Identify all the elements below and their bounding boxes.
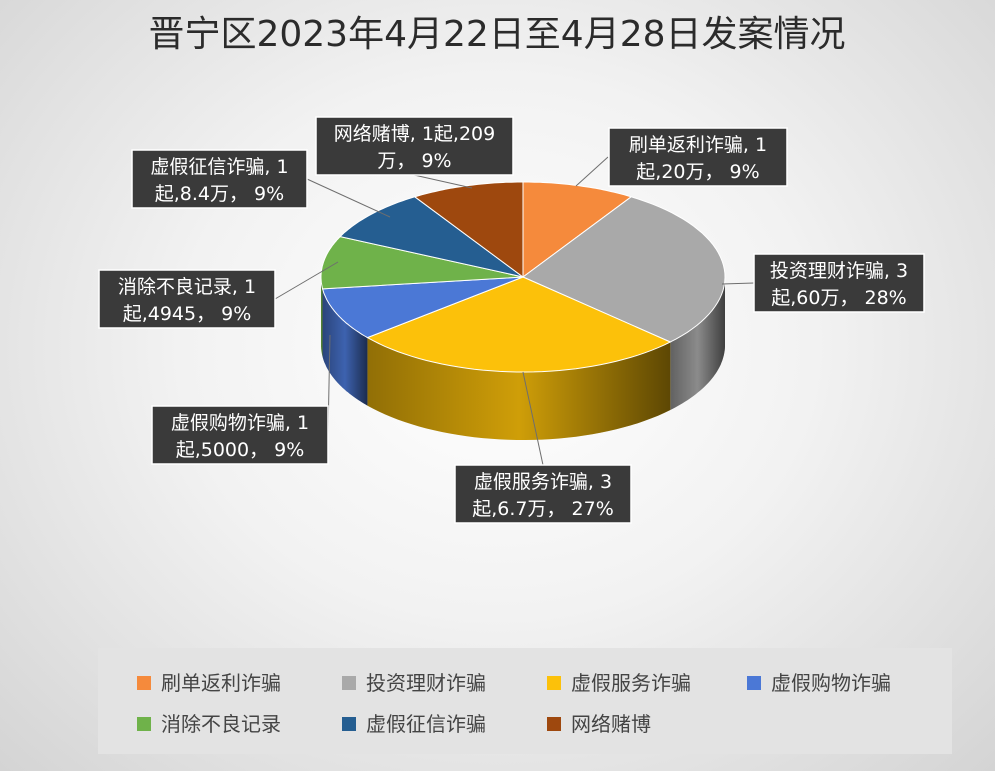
legend-background [98, 648, 952, 754]
data-label-box-6 [131, 149, 308, 209]
legend-label: 虚假服务诈骗 [571, 671, 691, 695]
leader-line-1 [575, 156, 609, 187]
legend-item-7: 网络赌博 [547, 712, 651, 736]
pie-side-shade-5 [321, 277, 323, 357]
pie-side-shade-2 [670, 277, 725, 410]
pie-slice-4 [321, 276, 524, 339]
data-labels: 刷单返利诈骗, 1 起,20万， 9% 投资理财诈骗, 3 起,60万， 28% 虚假服… [98, 116, 925, 524]
pie-side-walls [321, 277, 725, 440]
data-label-4: 虚假购物诈骗, 1 起,5000， 9% [151, 405, 329, 465]
data-label-1: 刷单返利诈骗, 1 起,20万， 9% [608, 127, 788, 187]
pie-slice-3 [366, 276, 672, 373]
data-label-box-2 [753, 253, 925, 313]
leader-line-7 [413, 174, 473, 189]
pie-slice-6 [339, 196, 524, 278]
leader-line-2 [721, 282, 755, 285]
legend-swatch [137, 717, 151, 731]
legend-label: 刷单返利诈骗 [161, 671, 281, 695]
data-label-box-1 [608, 127, 788, 187]
pie-slice-5 [320, 236, 524, 290]
data-label-line: 万， 9% [377, 150, 451, 172]
pie-side-shade-4 [322, 288, 368, 406]
pie-top-faces [320, 181, 726, 373]
legend-swatch [747, 676, 761, 690]
legend-item-2: 投资理财诈骗 [342, 671, 486, 695]
legend-item-5: 消除不良记录 [137, 712, 281, 736]
data-label-line: 刷单返利诈骗, 1 [629, 134, 767, 156]
data-label-box-3 [454, 464, 632, 524]
data-label-line: 起,60万， 28% [771, 287, 907, 309]
data-label-box-4 [151, 405, 329, 465]
legend-item-6: 虚假征信诈骗 [342, 712, 486, 736]
pie-slice-7 [413, 181, 524, 278]
leader-line-6 [306, 178, 391, 218]
pie-side-shade-3 [367, 337, 671, 440]
data-label-box-7 [315, 116, 514, 176]
pie-slice-2 [522, 196, 726, 343]
data-label-5: 消除不良记录, 1 起,4945， 9% [98, 269, 276, 329]
pie-slice-1 [522, 181, 633, 278]
legend-label: 消除不良记录 [161, 712, 281, 736]
data-label-line: 虚假购物诈骗, 1 [171, 412, 309, 434]
chart-title: 晋宁区2023年4月22日至4月28日发案情况 [148, 14, 845, 55]
legend-item-1: 刷单返利诈骗 [137, 671, 281, 695]
legend-swatch [137, 676, 151, 690]
data-label-line: 虚假服务诈骗, 3 [474, 471, 612, 493]
legend-swatch [547, 676, 561, 690]
data-label-line: 起,6.7万， 27% [472, 498, 614, 520]
data-label-7: 网络赌博, 1起,209 万， 9% [315, 116, 514, 176]
legend-label: 虚假购物诈骗 [771, 671, 891, 695]
legend-item-4: 虚假购物诈骗 [747, 671, 891, 695]
data-label-line: 起,5000， 9% [176, 439, 305, 461]
legend-label: 虚假征信诈骗 [366, 712, 486, 736]
data-label-2: 投资理财诈骗, 3 起,60万， 28% [753, 253, 925, 313]
leader-line-3 [522, 371, 544, 466]
legend-swatch [547, 717, 561, 731]
legend-swatch [342, 676, 356, 690]
legend-item-3: 虚假服务诈骗 [547, 671, 691, 695]
data-label-line: 起,4945， 9% [123, 303, 252, 325]
data-label-line: 起,8.4万， 9% [155, 183, 284, 205]
data-label-line: 虚假征信诈骗, 1 [150, 156, 288, 178]
data-label-line: 消除不良记录, 1 [118, 276, 256, 298]
legend-label: 投资理财诈骗 [366, 671, 486, 695]
legend-swatch [342, 717, 356, 731]
data-label-3: 虚假服务诈骗, 3 起,6.7万， 27% [454, 464, 632, 524]
data-label-6: 虚假征信诈骗, 1 起,8.4万， 9% [131, 149, 308, 209]
leader-line-5 [274, 261, 339, 300]
legend-label: 网络赌博 [571, 712, 651, 736]
data-label-line: 投资理财诈骗, 3 [770, 260, 908, 282]
data-label-line: 网络赌博, 1起,209 [334, 123, 495, 145]
data-label-box-5 [98, 269, 276, 329]
data-label-line: 起,20万， 9% [636, 161, 759, 183]
